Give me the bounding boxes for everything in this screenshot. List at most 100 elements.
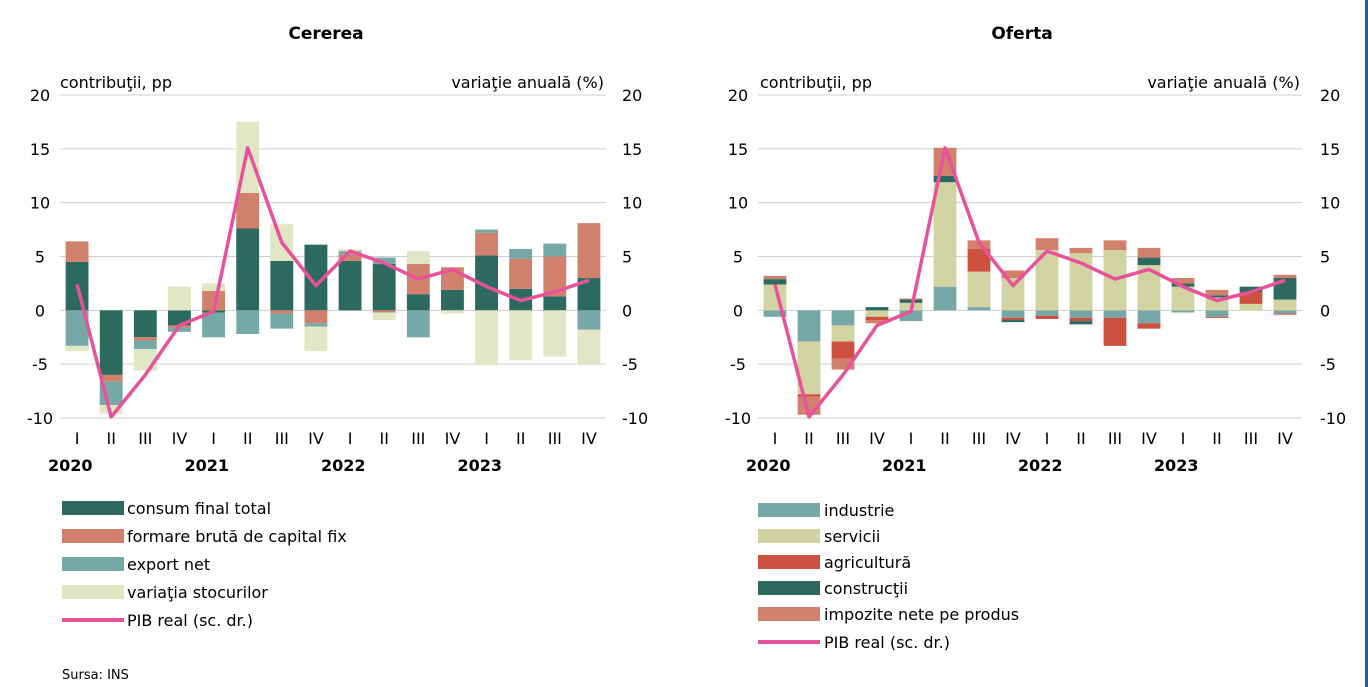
year-label: 2023 — [1154, 456, 1199, 475]
bar-cererea-s0-q9 — [372, 264, 396, 311]
legend-label-export: export net — [127, 555, 210, 574]
bar-oferta-s4-q11 — [1137, 247, 1161, 258]
bar-oferta-s2-q2 — [831, 341, 855, 359]
bar-oferta-s1-q15 — [1273, 299, 1297, 311]
bar-cererea-s1-q4 — [202, 290, 225, 311]
x-tick-label: III — [548, 429, 562, 448]
legend-swatch-consum — [62, 501, 124, 515]
bar-oferta-s1-q7 — [1001, 278, 1025, 311]
bar-cererea-s1-q13 — [509, 258, 533, 289]
right-axis-label-oferta: variaţie anuală (%) — [1147, 73, 1300, 92]
bar-cererea-s2-q10 — [406, 310, 430, 338]
y-tick-left: 15 — [728, 140, 748, 159]
x-tick-label: II — [940, 429, 949, 448]
year-label: 2023 — [457, 456, 502, 475]
bar-oferta-s4-q2 — [831, 358, 855, 370]
bar-oferta-s2-q15 — [1273, 313, 1297, 315]
y-tick-right: -5 — [622, 355, 638, 374]
bar-cererea-s3-q10 — [406, 251, 430, 265]
bar-cererea-s2-q9 — [372, 257, 396, 265]
x-tick-label: III — [411, 429, 425, 448]
y-tick-left: -10 — [725, 409, 751, 428]
bar-cererea-s3-q2 — [133, 349, 157, 371]
bar-cererea-s3-q15 — [577, 329, 601, 365]
bar-cererea-s1-q9 — [372, 310, 396, 313]
x-tick-label: II — [379, 429, 388, 448]
y-tick-left: 0 — [733, 301, 743, 320]
bar-oferta-s3-q11 — [1137, 257, 1161, 266]
bar-oferta-s0-q5 — [933, 286, 957, 311]
y-tick-right: 15 — [622, 140, 642, 159]
legend-swatch-export — [62, 557, 124, 571]
bar-cererea-s1-q8 — [338, 254, 362, 261]
bar-cererea-s1-q14 — [543, 256, 567, 297]
y-tick-left: 20 — [728, 86, 748, 105]
legend-label-pib: PIB real (sc. dr.) — [127, 611, 253, 630]
bar-cererea-s0-q1 — [99, 310, 123, 375]
bar-cererea-s3-q9 — [372, 312, 396, 321]
bar-cererea-s1-q6 — [270, 310, 294, 314]
left-axis-label-cererea: contribuţii, pp — [60, 73, 172, 92]
x-tick-label: IV — [445, 429, 461, 448]
bar-oferta-s3-q13 — [1205, 295, 1229, 298]
bar-oferta-s1-q5 — [933, 182, 957, 287]
legend-swatch-impozite — [758, 607, 820, 621]
bar-oferta-s4-q8 — [1035, 238, 1059, 251]
page-border — [1365, 0, 1368, 687]
bar-oferta-s2-q9 — [1069, 317, 1093, 322]
bar-oferta-s1-q8 — [1035, 250, 1059, 311]
bar-oferta-s4-q7 — [1001, 270, 1025, 279]
x-tick-label: III — [1244, 429, 1258, 448]
y-tick-right: 0 — [1320, 301, 1330, 320]
bar-oferta-s2-q8 — [1035, 315, 1059, 319]
y-tick-right: 20 — [1320, 86, 1340, 105]
x-tick-label: III — [1108, 429, 1122, 448]
bar-oferta-s2-q3 — [865, 316, 889, 321]
bar-cererea-s3-q1 — [99, 405, 123, 414]
bar-cererea-s2-q13 — [509, 248, 533, 259]
bar-oferta-s2-q11 — [1137, 323, 1161, 329]
x-tick-label: I — [909, 429, 914, 448]
bar-cererea-s1-q7 — [304, 310, 328, 324]
bar-oferta-s4-q15 — [1273, 274, 1297, 279]
bar-oferta-s0-q8 — [1035, 310, 1059, 316]
bar-cererea-s3-q0 — [65, 345, 89, 352]
bar-cererea-s3-q7 — [304, 326, 328, 352]
year-label: 2022 — [321, 456, 366, 475]
legend-label-servicii: servicii — [824, 527, 880, 546]
bar-cererea-s3-q11 — [441, 310, 464, 314]
y-tick-right: -10 — [1320, 409, 1346, 428]
x-tick-label: III — [972, 429, 986, 448]
bar-oferta-s1-q6 — [967, 271, 991, 308]
y-tick-left: 5 — [35, 248, 45, 267]
bar-cererea-s2-q12 — [475, 229, 498, 233]
y-tick-left: -5 — [730, 355, 746, 374]
legend-oferta: industrie servicii agricultură construcţ… — [758, 501, 1019, 652]
x-tick-label: IV — [1005, 429, 1021, 448]
bar-oferta-s2-q14 — [1239, 292, 1263, 304]
bar-oferta-s0-q2 — [831, 310, 855, 326]
x-tick-label: I — [773, 429, 778, 448]
bar-cererea-s0-q5 — [236, 228, 260, 311]
bar-cererea-s0-q6 — [270, 260, 294, 311]
y-tick-left: -5 — [32, 355, 48, 374]
bar-oferta-s0-q10 — [1103, 310, 1127, 318]
x-tick-label: IV — [1277, 429, 1293, 448]
legend-swatch-constructii — [758, 581, 820, 595]
legend-cererea: consum final total formare brută de capi… — [62, 499, 347, 630]
bar-oferta-s4-q3 — [865, 320, 889, 324]
bar-cererea-s3-q12 — [475, 310, 498, 366]
bar-cererea-s3-q4 — [202, 283, 225, 291]
bar-cererea-s3-q14 — [543, 310, 567, 357]
chart-title-oferta: Oferta — [991, 24, 1052, 44]
bar-oferta-s3-q14 — [1239, 286, 1263, 293]
bar-cererea-s2-q15 — [577, 310, 601, 330]
bar-cererea-s1-q15 — [577, 223, 601, 279]
y-tick-left: 10 — [728, 194, 748, 213]
bar-cererea-s2-q14 — [543, 243, 567, 257]
bar-cererea-s2-q7 — [304, 323, 328, 327]
y-tick-left: 0 — [35, 301, 45, 320]
legend-label-impozite: impozite nete pe produs — [824, 605, 1019, 624]
bar-oferta-s1-q1 — [797, 341, 821, 395]
